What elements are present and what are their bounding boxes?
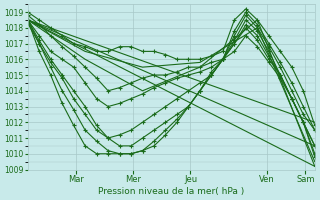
X-axis label: Pression niveau de la mer( hPa ): Pression niveau de la mer( hPa ) bbox=[98, 187, 244, 196]
